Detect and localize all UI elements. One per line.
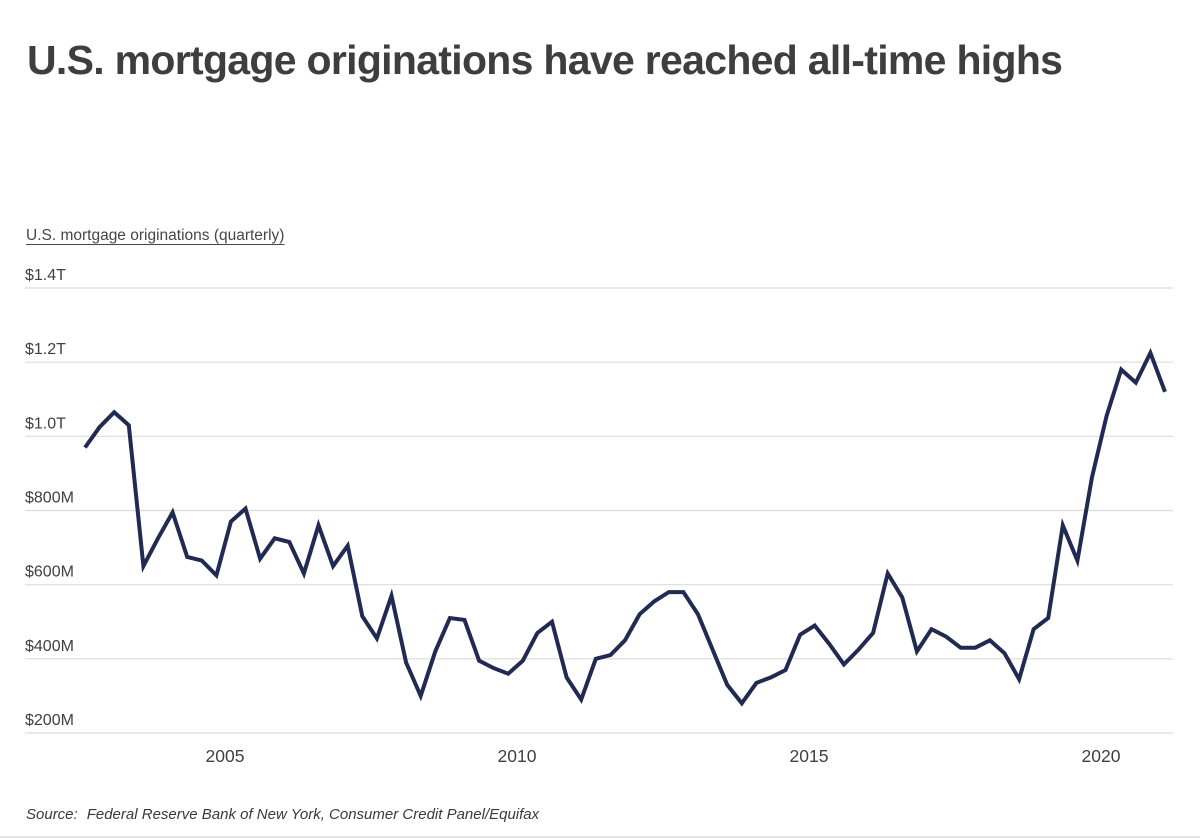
y-tick-label: $600M [25,564,74,581]
x-tick-label: 2015 [790,746,829,766]
chart-subtitle: U.S. mortgage originations (quarterly) [26,227,285,244]
mortgage-originations-line [83,347,1167,707]
page-title: U.S. mortgage originations have reached … [27,37,1063,83]
x-tick-label: 2020 [1082,746,1121,766]
y-tick-label: $400M [25,638,74,655]
bottom-divider [0,836,1200,838]
x-tick-label: 2010 [498,746,537,766]
source-text: Federal Reserve Bank of New York, Consum… [86,806,540,823]
y-tick-label: $1.4T [25,267,66,284]
x-tick-label: 2005 [206,746,245,766]
y-tick-label: $1.0T [25,415,66,432]
y-tick-label: $1.2T [25,341,66,358]
y-tick-label: $800M [25,490,74,507]
source-label: Source: [26,806,78,823]
y-tick-label: $200M [25,712,74,729]
source-note: Source: Federal Reserve Bank of New York,… [26,806,539,823]
